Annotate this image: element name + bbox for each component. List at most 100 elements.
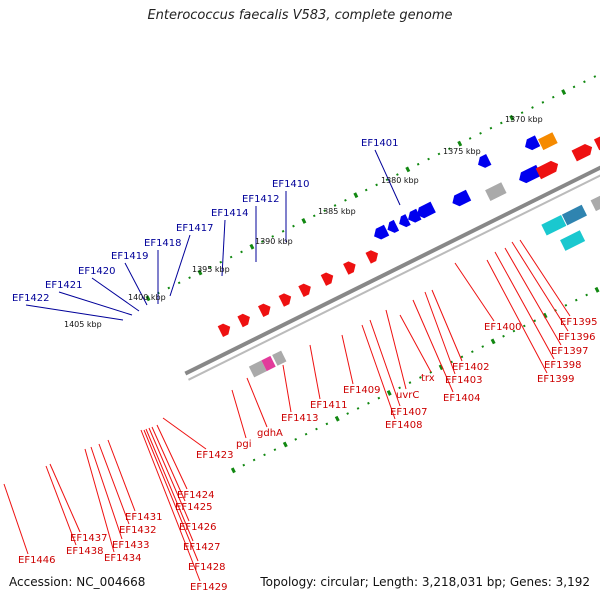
upper-tick [177, 281, 181, 285]
lower-tick [386, 390, 392, 396]
gene-label: EF1402 [452, 362, 490, 373]
gene-label: EF1431 [125, 512, 163, 523]
lower-tick [490, 338, 496, 345]
label-leader [84, 448, 115, 553]
gene-arrow-shape [387, 219, 400, 233]
map-title: Enterococcus faecalis V583, complete gen… [147, 8, 453, 23]
lower-tick [325, 422, 329, 426]
backbone-line [184, 165, 600, 376]
lower-tick [334, 415, 340, 422]
upper-tick [479, 131, 482, 135]
upper-tick [344, 198, 347, 202]
lower-tick [585, 293, 588, 297]
upper-tick [416, 162, 420, 166]
kbp-scale-label: 1395 kbp [192, 265, 230, 274]
label-leader [25, 304, 124, 321]
gene-label: EF1410 [272, 179, 310, 190]
reverse-gene-arrow [387, 219, 400, 233]
gene-block-shape [272, 350, 287, 366]
label-leader [221, 219, 226, 277]
lower-tick [594, 286, 600, 293]
upper-tick [405, 166, 411, 173]
genome-backbone [184, 165, 600, 381]
upper-tick [188, 276, 191, 280]
gene-label: EF1396 [558, 332, 596, 343]
label-leader [3, 483, 29, 555]
label-leader [58, 291, 133, 316]
upper-tick [323, 209, 327, 212]
upper-tick [353, 192, 359, 199]
upper-tick [249, 243, 255, 250]
gene-label: EF1422 [12, 293, 50, 304]
upper-tick [396, 173, 399, 176]
label-leader [145, 428, 194, 542]
lower-tick [315, 427, 318, 431]
gene-label: EF1409 [343, 385, 381, 396]
label-leader [511, 241, 569, 332]
gene-label: EF1401 [361, 138, 399, 149]
label-leader [519, 239, 571, 317]
reverse-gene-arrow [519, 164, 542, 184]
gene-feature-block [590, 190, 600, 212]
label-leader [148, 427, 190, 522]
gene-arrow-shape [320, 272, 334, 286]
gene-label: EF1426 [179, 522, 217, 533]
gene-block-shape [541, 215, 567, 236]
gene-arrow-shape [278, 293, 292, 307]
forward-gene-arrow [237, 313, 250, 328]
reverse-gene-arrow [452, 189, 472, 207]
gene-label: EF1400 [484, 322, 522, 333]
lower-tick [356, 407, 360, 410]
gene-arrow-shape [525, 135, 541, 151]
lower-tick [408, 381, 412, 384]
upper-tick [499, 121, 503, 125]
gene-label: EF1424 [177, 490, 215, 501]
upper-tick [292, 224, 295, 228]
lower-tick [512, 329, 516, 333]
label-leader [98, 443, 130, 525]
gene-label: EF1420 [78, 266, 116, 277]
kbp-scale-label: 1370 kbp [505, 115, 543, 124]
lower-tick [574, 298, 578, 302]
upper-tick [572, 85, 576, 89]
gene-labels: 1370 kbp 1375 kbp 1380 kbp 1385 kbp 1390 kbp… [12, 115, 598, 593]
gene-label: EF1437 [70, 533, 108, 544]
gene-arrow-shape [535, 160, 559, 180]
gene-arrow-shape [217, 323, 231, 337]
gene-label: EF1425 [175, 502, 213, 513]
lower-tick [242, 463, 246, 467]
kbp-scale-label: 1405 kbp [64, 320, 102, 329]
label-leader [385, 309, 407, 390]
gene-block-shape [485, 182, 507, 201]
gene-label: pgi [236, 439, 251, 450]
gene-label: EF1419 [111, 251, 149, 262]
kbp-scale-label: 1400 kbp [128, 293, 166, 302]
gene-feature-block [561, 204, 587, 226]
forward-gene-arrow [365, 250, 379, 264]
reverse-gene-arrow [417, 201, 436, 219]
gene-arrow-shape [452, 189, 472, 207]
upper-tick [561, 89, 567, 95]
label-leader [412, 299, 454, 393]
upper-tick [520, 111, 524, 115]
forward-gene-arrow [320, 272, 334, 286]
forward-gene-arrow [535, 160, 559, 180]
gene-label: EF1413 [281, 413, 319, 424]
gene-feature-block [248, 360, 267, 378]
lower-tick [304, 432, 308, 436]
tick-dots [145, 75, 600, 474]
label-leader [124, 262, 148, 306]
lower-tick [346, 412, 349, 415]
label-leader [107, 439, 136, 512]
lower-tick [429, 370, 433, 374]
gene-label: EF1411 [310, 400, 348, 411]
upper-tick [281, 229, 285, 233]
topology-text: Topology: circular; Length: 3,218,031 bp… [260, 575, 590, 589]
upper-tick [437, 152, 441, 156]
lower-tick [481, 345, 485, 348]
gene-arrow-shape [298, 283, 311, 297]
upper-tick [312, 214, 316, 218]
lower-tick [377, 396, 381, 400]
reverse-gene-arrow [408, 208, 422, 223]
label-leader [45, 465, 77, 546]
